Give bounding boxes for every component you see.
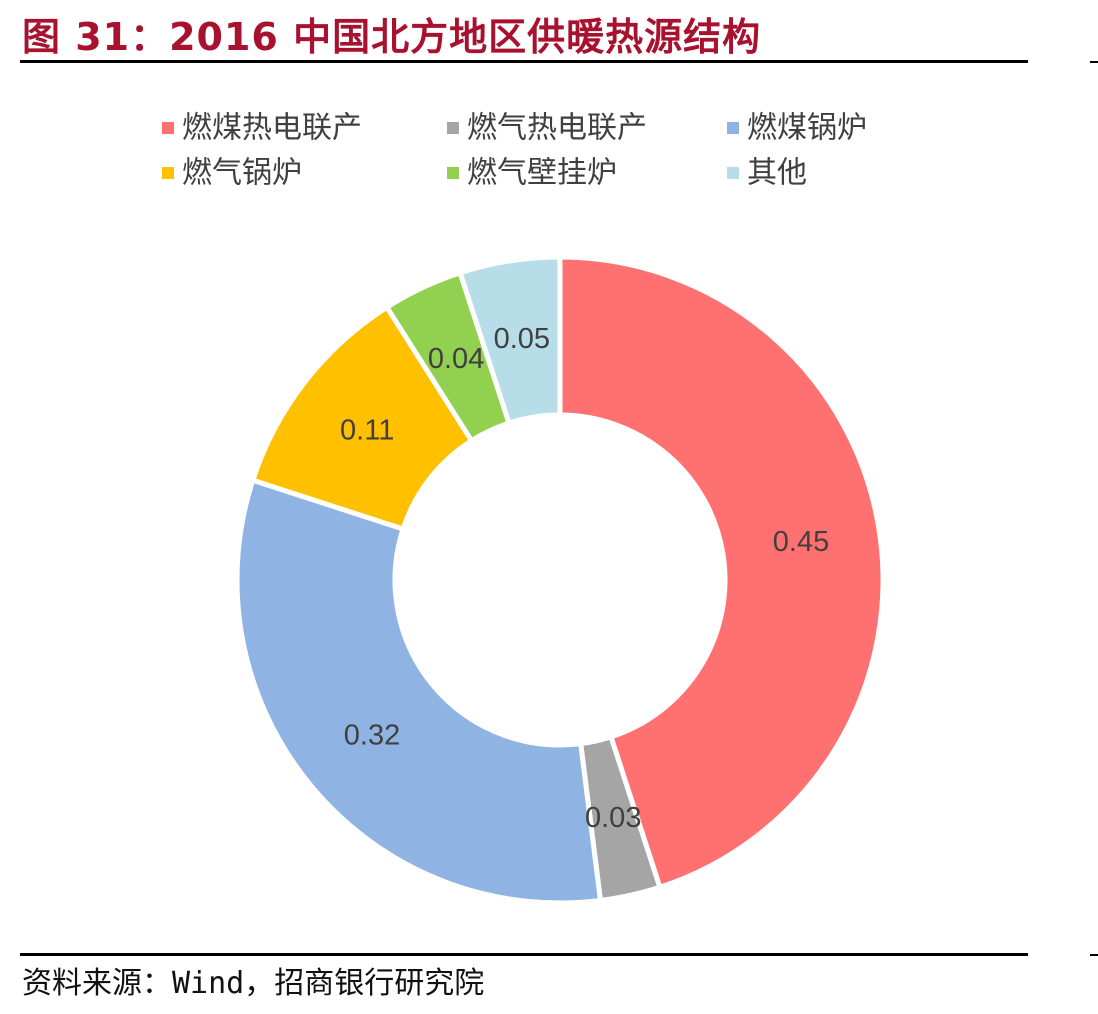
data-labels: 0.45 0.03 0.32 0.11 0.04 0.05 — [340, 323, 829, 834]
data-label-3: 0.32 — [344, 720, 400, 752]
legend-label-2: 燃气热电联产 — [467, 111, 647, 146]
top-edge-tick — [1090, 61, 1098, 63]
top-rule — [20, 60, 1028, 63]
slice-1 — [557, 254, 886, 890]
source-note: 资料来源：Wind，招商银行研究院 — [22, 966, 485, 1001]
legend-label-6: 其他 — [747, 156, 807, 191]
legend-label-4: 燃气锅炉 — [182, 156, 302, 191]
legend-swatch-4 — [162, 167, 174, 179]
legend-swatch-1 — [162, 122, 174, 134]
slice-3 — [234, 477, 603, 906]
legend-swatch-5 — [447, 167, 459, 179]
legend-swatch-6 — [727, 167, 739, 179]
bottom-rule — [20, 953, 1028, 956]
data-label-5: 0.04 — [428, 343, 484, 375]
figure-title: 图 31：2016 中国北方地区供暖热源结构 — [22, 15, 762, 59]
data-label-6: 0.05 — [494, 323, 550, 355]
data-label-1: 0.45 — [773, 526, 829, 558]
legend-swatch-3 — [727, 122, 739, 134]
legend-label-1: 燃煤热电联产 — [182, 111, 362, 146]
legend-swatch-2 — [447, 122, 459, 134]
data-label-4: 0.11 — [340, 414, 394, 446]
slice-6 — [457, 254, 563, 426]
legend-label-3: 燃煤锅炉 — [747, 111, 867, 146]
data-label-2: 0.03 — [585, 802, 641, 834]
bottom-edge-tick — [1090, 954, 1098, 956]
donut-slices — [234, 254, 886, 906]
legend-label-5: 燃气壁挂炉 — [467, 156, 617, 191]
